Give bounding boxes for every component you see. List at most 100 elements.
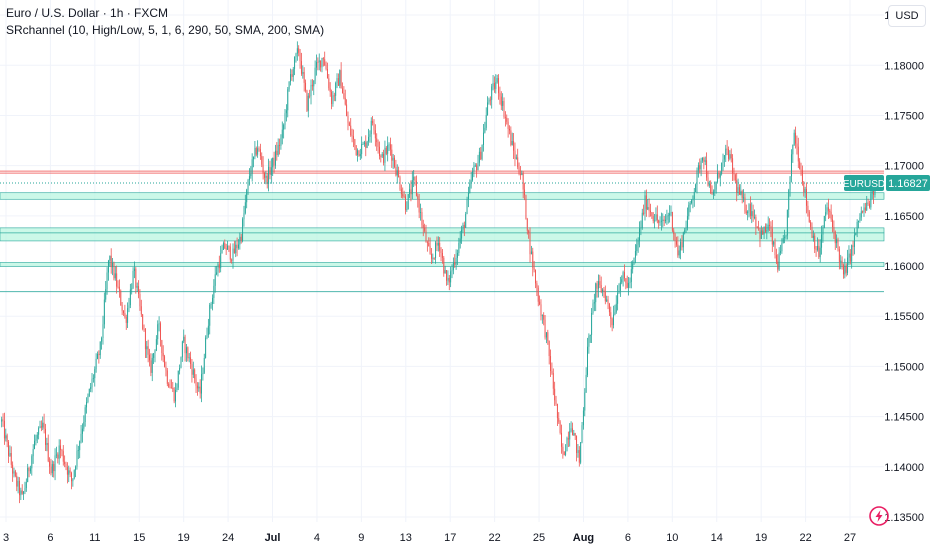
candle-body — [169, 386, 171, 388]
time-axis[interactable]: 3 6 11 15 19 24 Jul 4 9 13 17 22 25 Aug 6 10 14 19 22 27 — [3, 532, 856, 544]
candle-body — [463, 224, 465, 228]
candle-body — [706, 160, 708, 178]
y-tick-label: 1.17500 — [884, 110, 924, 122]
candle-body — [500, 96, 502, 106]
candle-body — [637, 240, 639, 245]
candle-body — [73, 470, 75, 479]
candle-body — [807, 205, 809, 212]
candle-body — [752, 211, 754, 218]
candle-body — [306, 90, 308, 111]
candle-body — [420, 212, 422, 213]
indicator-legend[interactable]: SRchannel (10, High/Low, 5, 1, 6, 290, 5… — [6, 23, 325, 37]
candle-body — [274, 150, 276, 166]
candle-body — [190, 357, 192, 365]
candle-body — [785, 235, 787, 237]
candle-body — [185, 347, 187, 354]
candle-body — [61, 449, 63, 452]
candle-body — [860, 211, 862, 218]
candle-body — [837, 239, 839, 250]
candle-body — [604, 291, 606, 302]
candle-body — [166, 370, 168, 384]
candle-body — [577, 450, 579, 453]
candle-body — [714, 189, 716, 192]
candle-body — [98, 353, 100, 356]
candle-body — [42, 422, 44, 428]
candle-body — [428, 242, 430, 246]
candle-body — [665, 219, 667, 222]
candle-body — [834, 231, 836, 244]
candle-body — [38, 428, 40, 435]
candle-body — [411, 179, 413, 195]
candle-body — [246, 189, 248, 203]
candle-body — [602, 289, 604, 293]
candle-body — [183, 336, 185, 342]
candle-body — [666, 215, 668, 220]
candle-body — [374, 130, 376, 139]
candle-body — [138, 286, 140, 294]
candle-body — [127, 308, 129, 323]
candle-body — [149, 354, 150, 361]
candle-body — [867, 202, 869, 204]
candle-body — [325, 65, 327, 70]
candle-body — [316, 62, 317, 68]
candle-body — [414, 176, 416, 182]
candle-body — [673, 230, 675, 235]
x-tick-label: 22 — [489, 532, 501, 544]
candle-body — [539, 301, 541, 305]
candle-body — [10, 453, 12, 465]
candle-body — [105, 289, 107, 300]
candle-body — [599, 281, 601, 286]
candle-body — [444, 270, 446, 274]
candle-body — [477, 162, 479, 171]
candle-body — [106, 272, 108, 290]
candle-body — [606, 299, 608, 302]
candle-body — [722, 159, 724, 163]
candle-body — [80, 433, 82, 442]
candle-body — [476, 165, 478, 171]
candle-body — [179, 367, 181, 371]
candle-body — [337, 78, 339, 86]
x-tick-label: 17 — [444, 532, 456, 544]
candle-body — [248, 176, 250, 181]
candle-body — [578, 450, 580, 463]
candle-body — [859, 217, 861, 221]
candle-body — [633, 257, 635, 264]
candle-body — [95, 358, 97, 370]
candle-body — [3, 420, 5, 439]
candle-body — [118, 286, 120, 291]
x-tick-label: 4 — [314, 532, 320, 544]
candle-body — [781, 243, 783, 252]
candle-body — [28, 467, 30, 472]
price-axis[interactable]: 1.185001.180001.175001.170001.165001.160… — [884, 10, 924, 524]
lightning-bolt-logo[interactable] — [868, 505, 890, 527]
candle-body — [404, 196, 406, 210]
candle-body — [239, 236, 241, 245]
candle-body — [347, 116, 349, 123]
x-tick-label: 24 — [222, 532, 234, 544]
candle-body — [440, 250, 442, 253]
candle-body — [573, 433, 575, 436]
candle-body — [194, 369, 196, 379]
candle-body — [569, 431, 571, 440]
candle-body — [418, 199, 420, 213]
candle-body — [507, 121, 509, 129]
candle-body — [524, 189, 526, 196]
candle-body — [593, 302, 595, 304]
candle-body — [836, 239, 838, 244]
candle-body — [84, 407, 86, 422]
candle-body — [155, 339, 157, 351]
candle-body — [103, 299, 105, 325]
candle-body — [320, 60, 322, 68]
candle-body — [128, 305, 130, 309]
candle-body — [79, 441, 81, 451]
candle-body — [509, 128, 510, 131]
candle-body — [210, 303, 212, 305]
candle-body — [51, 464, 53, 474]
candle-body — [562, 446, 564, 452]
candle-body — [49, 461, 51, 467]
candle-body — [615, 303, 617, 313]
candle-body — [158, 323, 160, 325]
currency-button[interactable]: USD — [888, 5, 926, 27]
candle-body — [422, 225, 424, 228]
